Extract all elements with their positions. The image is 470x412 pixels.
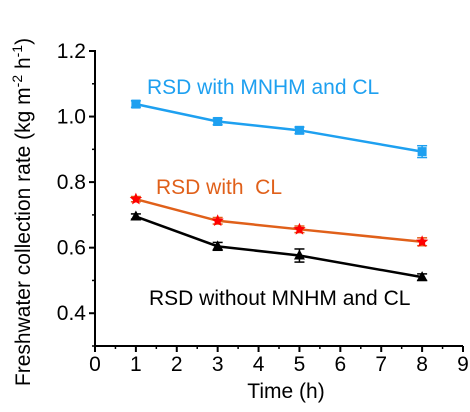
series-line	[135, 215, 423, 279]
series-lines	[129, 99, 429, 282]
data-point	[293, 222, 306, 235]
data-point	[129, 192, 143, 205]
series-0	[130, 99, 428, 159]
data-point	[213, 116, 223, 126]
data-point	[416, 271, 428, 282]
x-axis-title: Time (h)	[247, 380, 324, 403]
series-label: RSD with MNHM and CL	[147, 76, 379, 99]
y-tick-label: 0.4	[57, 302, 87, 325]
y-tick-label: 0.6	[57, 237, 86, 260]
x-tick-label: 5	[294, 353, 306, 376]
data-point	[131, 99, 141, 109]
series-line	[135, 102, 423, 153]
data-point	[415, 235, 429, 248]
x-tick-label: 8	[416, 353, 428, 376]
x-tick-label: 2	[171, 353, 183, 376]
series-label: RSD without MNHM and CL	[149, 287, 410, 310]
series-1	[129, 192, 429, 248]
y-tick-label: 1.0	[57, 106, 86, 129]
data-point	[417, 147, 427, 157]
series-2	[130, 210, 428, 282]
data-point	[293, 249, 305, 260]
x-tick-label: 3	[212, 353, 224, 376]
data-point	[212, 240, 224, 251]
x-tick-label: 9	[457, 353, 469, 376]
y-axis-ticks: 0.4 0.6 0.8 1.0 1.2	[57, 40, 95, 347]
data-point	[211, 214, 224, 227]
y-axis-title: Freshwater collection rate (kg m-2 h-1)	[9, 38, 35, 386]
x-tick-label: 6	[334, 353, 346, 376]
data-point	[294, 125, 304, 135]
y-tick-label: 0.8	[57, 171, 86, 194]
series-line	[135, 197, 423, 244]
x-tick-label: 1	[130, 353, 142, 376]
y-tick-label: 1.2	[57, 40, 86, 63]
x-axis-ticks: 0 1 2 3 4 5 6 7 8 9	[89, 346, 469, 376]
x-tick-label: 4	[253, 353, 265, 376]
x-tick-label: 0	[89, 353, 101, 376]
series-labels: RSD with MNHM and CL RSD with CL RSD witho…	[147, 76, 410, 310]
x-tick-label: 7	[375, 353, 387, 376]
series-label: RSD with CL	[156, 176, 282, 199]
data-point	[130, 210, 142, 221]
